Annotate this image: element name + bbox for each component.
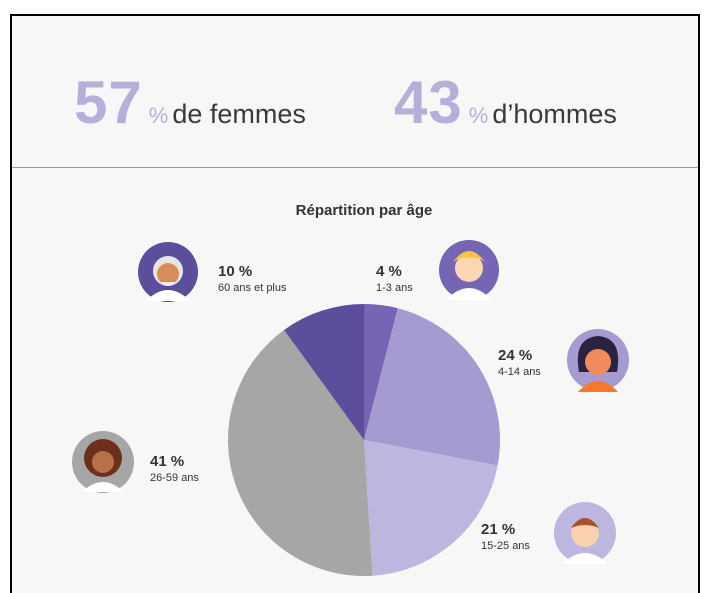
- avatar: [72, 431, 134, 493]
- value-label: 4 %: [376, 263, 402, 280]
- chart: Répartition par âge 4 % 1-3 ans 24 % 4-14 a…: [0, 0, 704, 593]
- chart-title: Répartition par âge: [296, 202, 433, 219]
- avatar: [554, 502, 616, 564]
- page: 57%de femmes 43%d’hommes Répartition par…: [0, 0, 704, 593]
- value-label: 10 %: [218, 263, 252, 280]
- category-label: 15-25 ans: [481, 540, 530, 552]
- category-label: 60 ans et plus: [218, 282, 287, 294]
- value-label: 41 %: [150, 453, 184, 470]
- value-label: 24 %: [498, 347, 532, 364]
- avatar: [138, 242, 198, 302]
- avatar: [439, 240, 499, 300]
- category-label: 1-3 ans: [376, 282, 413, 294]
- category-label: 4-14 ans: [498, 366, 541, 378]
- category-label: 26-59 ans: [150, 472, 199, 484]
- avatar: [567, 329, 629, 392]
- value-label: 21 %: [481, 521, 515, 538]
